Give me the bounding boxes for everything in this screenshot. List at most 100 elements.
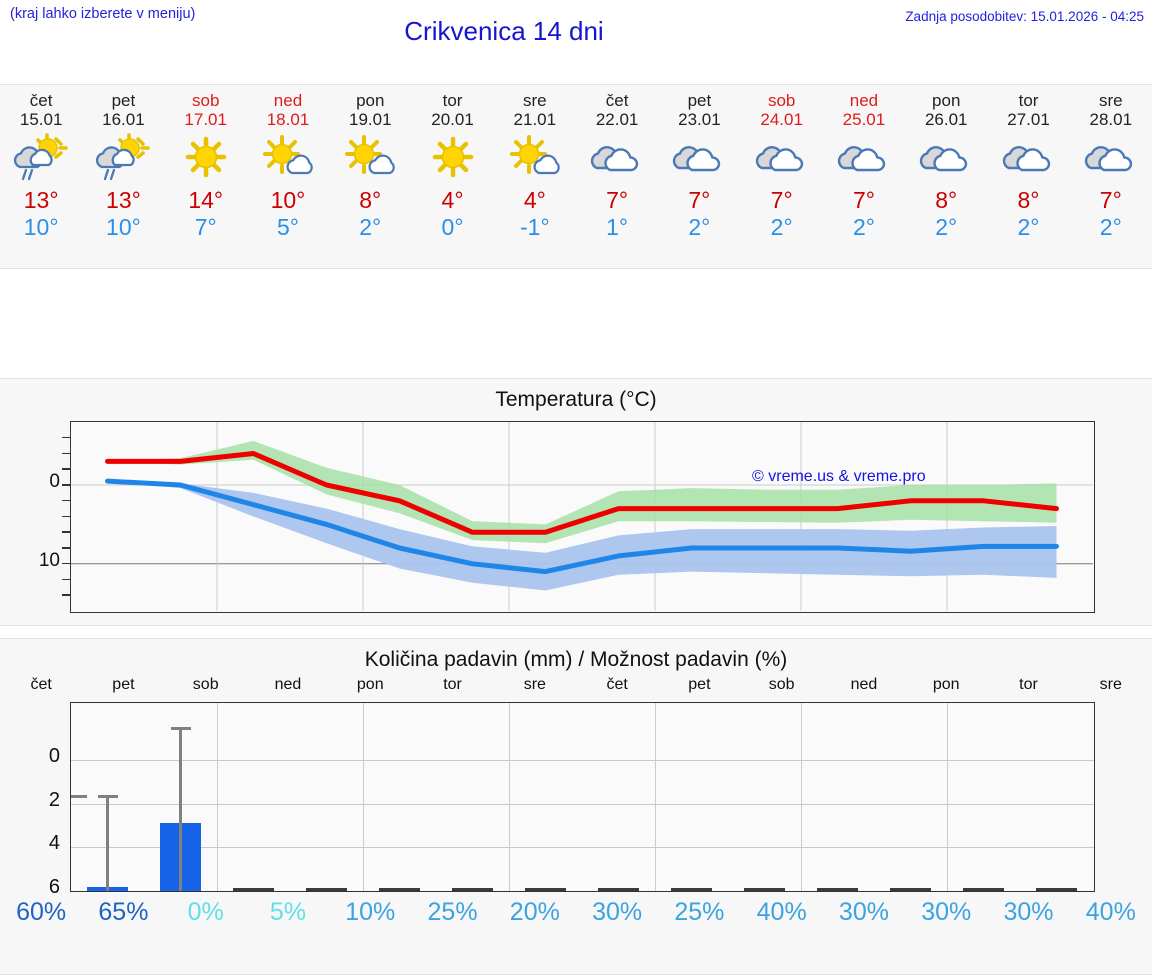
precipitation-bar[interactable] bbox=[598, 888, 639, 891]
day-temp-min: 10° bbox=[23, 214, 59, 240]
precipitation-y-tick-label: 4 bbox=[48, 832, 60, 855]
precipitation-y-tick-label: 2 bbox=[48, 788, 60, 811]
day-cell[interactable]: tor 27.01 8° 2° bbox=[987, 85, 1069, 268]
precipitation-probability: 30% bbox=[1003, 898, 1054, 926]
temperature-chart-plot bbox=[70, 421, 1095, 613]
precipitation-day-label: čet bbox=[30, 676, 52, 693]
day-temp-min: 2° bbox=[688, 214, 711, 240]
precipitation-day-label: čet bbox=[606, 676, 628, 693]
sun-icon bbox=[423, 133, 483, 181]
day-cell[interactable]: čet 15.01 13° 10° bbox=[0, 85, 82, 268]
precipitation-probability: 40% bbox=[756, 898, 807, 926]
precipitation-bar[interactable] bbox=[1036, 888, 1077, 891]
day-name: tor bbox=[442, 91, 463, 110]
precipitation-probability: 40% bbox=[1085, 898, 1136, 926]
day-temp-min: 10° bbox=[106, 214, 141, 240]
day-cell[interactable]: čet 22.01 7° 1° bbox=[576, 85, 658, 268]
day-cell[interactable]: pon 19.01 8° 2° bbox=[329, 85, 411, 268]
day-temp-max: 7° bbox=[1099, 187, 1122, 213]
precipitation-bar[interactable] bbox=[744, 888, 785, 891]
precipitation-bar[interactable] bbox=[379, 888, 420, 891]
precipitation-day-label: ned bbox=[274, 676, 302, 693]
precipitation-bar[interactable] bbox=[963, 888, 1004, 891]
precipitation-day-label: ned bbox=[850, 676, 878, 693]
sun-icon bbox=[176, 133, 236, 181]
day-temp-min: 2° bbox=[935, 214, 958, 240]
day-name: ned bbox=[849, 91, 879, 110]
precipitation-day-gridline bbox=[509, 703, 510, 891]
cloudy-icon bbox=[1081, 133, 1141, 181]
temperature-axis-tick bbox=[62, 578, 70, 580]
page-header: (kraj lahko izberete v meniju) Crikvenic… bbox=[0, 0, 1152, 60]
temperature-y-tick-label: 10 bbox=[38, 549, 60, 571]
day-name: čet bbox=[605, 91, 629, 110]
last-updated-text: Zadnja posodobitev: 15.01.2026 - 04:25 bbox=[905, 9, 1144, 24]
precipitation-error-bar bbox=[106, 794, 109, 891]
precipitation-day-label: tor bbox=[1019, 676, 1038, 693]
day-cell[interactable]: tor 20.01 4° 0° bbox=[411, 85, 493, 268]
precipitation-day-label: pon bbox=[356, 676, 384, 693]
temperature-axis-tick bbox=[62, 499, 70, 502]
day-cell[interactable]: pet 16.01 13° 10° bbox=[82, 85, 164, 268]
day-date: 23.01 bbox=[678, 110, 721, 129]
precipitation-error-bar bbox=[179, 727, 182, 891]
temperature-axis-tick bbox=[62, 594, 70, 596]
temperature-axis-tick bbox=[62, 562, 70, 565]
day-temp-max: 8° bbox=[359, 187, 382, 213]
precipitation-bar[interactable] bbox=[671, 888, 712, 891]
day-temp-min: 2° bbox=[770, 214, 793, 240]
precipitation-probability: 30% bbox=[921, 898, 972, 926]
day-cell[interactable]: pon 26.01 8° 2° bbox=[905, 85, 987, 268]
precipitation-day-label: sre bbox=[523, 676, 546, 693]
day-cell[interactable]: pet 23.01 7° 2° bbox=[658, 85, 740, 268]
precipitation-error-cap bbox=[97, 794, 118, 798]
precipitation-probability: 25% bbox=[674, 898, 725, 926]
temperature-y-tick-label: 0 bbox=[49, 471, 60, 492]
precipitation-probability: 60% bbox=[16, 898, 67, 926]
day-cell[interactable]: sre 28.01 7° 2° bbox=[1070, 85, 1152, 268]
precipitation-bar[interactable] bbox=[890, 888, 931, 891]
day-name: čet bbox=[29, 91, 53, 110]
menu-hint-text: (kraj lahko izberete v meniju) bbox=[10, 6, 196, 22]
day-cell[interactable]: sob 17.01 14° 7° bbox=[165, 85, 247, 268]
day-name: pon bbox=[932, 91, 961, 110]
precipitation-probability: 65% bbox=[98, 898, 149, 926]
precipitation-day-label: sob bbox=[768, 676, 795, 693]
day-temp-max: 7° bbox=[606, 187, 629, 213]
precipitation-bar[interactable] bbox=[452, 888, 493, 891]
day-cell[interactable]: ned 18.01 10° 5° bbox=[247, 85, 329, 268]
day-name: sre bbox=[1098, 91, 1123, 110]
day-date: 19.01 bbox=[348, 110, 392, 129]
precipitation-day-gridline bbox=[655, 703, 656, 891]
day-cell[interactable]: sre 21.01 4° -1° bbox=[494, 85, 576, 268]
day-temp-max: 4° bbox=[523, 187, 546, 213]
precipitation-day-gridline bbox=[217, 703, 218, 891]
precipitation-day-gridline bbox=[363, 703, 364, 891]
day-name: tor bbox=[1018, 91, 1039, 110]
day-temp-min: 0° bbox=[441, 214, 464, 240]
day-name: sre bbox=[523, 91, 547, 110]
day-temp-max: 8° bbox=[1017, 187, 1040, 213]
day-temp-min: 2° bbox=[359, 214, 382, 240]
temperature-axis-tick bbox=[62, 547, 70, 549]
day-cell[interactable]: ned 25.01 7° 2° bbox=[823, 85, 905, 268]
cloudy-icon bbox=[587, 133, 647, 181]
precipitation-bar[interactable] bbox=[306, 888, 347, 891]
temperature-chart-title: Temperatura (°C) bbox=[495, 388, 657, 411]
precipitation-bar[interactable] bbox=[525, 888, 566, 891]
day-date: 18.01 bbox=[266, 110, 310, 129]
day-temp-min: 1° bbox=[606, 214, 629, 240]
day-date: 22.01 bbox=[595, 110, 639, 129]
day-name: sob bbox=[767, 91, 796, 110]
cloudy-icon bbox=[669, 133, 729, 181]
precipitation-bar[interactable] bbox=[817, 888, 858, 891]
day-temp-min: 7° bbox=[194, 214, 217, 240]
precipitation-error-cap bbox=[170, 727, 191, 730]
day-temp-max: 7° bbox=[770, 187, 793, 213]
day-name: pon bbox=[356, 91, 385, 110]
day-date: 21.01 bbox=[513, 110, 557, 129]
precipitation-bar[interactable] bbox=[233, 888, 274, 891]
sun-cloud-rain-icon bbox=[11, 133, 71, 181]
precipitation-day-label: sob bbox=[192, 676, 219, 693]
day-cell[interactable]: sob 24.01 7° 2° bbox=[741, 85, 823, 268]
